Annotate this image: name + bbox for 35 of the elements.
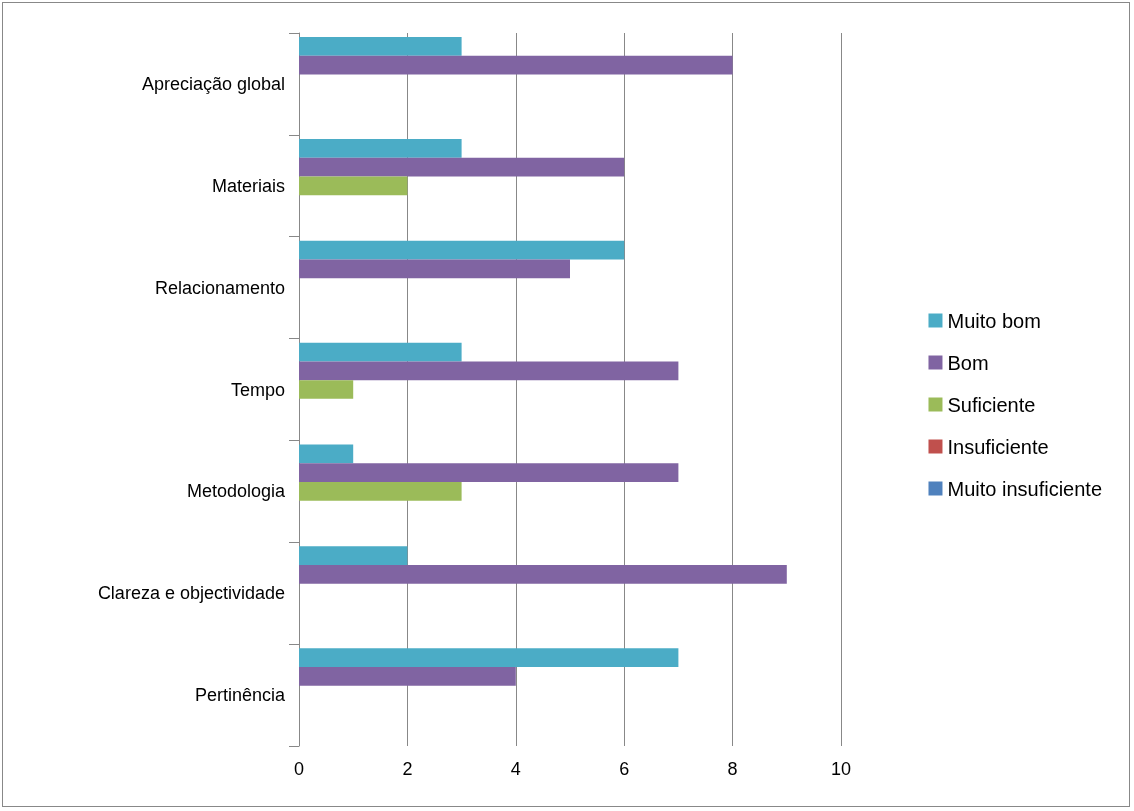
y-tick-label: Materiais (211, 175, 285, 196)
bar (299, 361, 679, 381)
bar (299, 37, 462, 56)
legend-label: Bom (947, 351, 989, 374)
y-tick-label: Tempo (230, 379, 285, 400)
legend-label: Muito bom (947, 309, 1041, 332)
y-tick-label: Metodologia (186, 481, 286, 502)
bar (299, 444, 354, 464)
bar (299, 546, 408, 566)
y-tick-label: Clareza e objectividade (97, 583, 285, 604)
bar (299, 138, 462, 158)
bar (299, 157, 625, 177)
bar (299, 342, 462, 362)
bar (299, 380, 354, 399)
legend-label: Suficiente (947, 393, 1036, 416)
x-tick-label: 2 (402, 759, 413, 779)
bar (299, 565, 787, 584)
bar (299, 259, 570, 279)
x-tick-label: 0 (293, 759, 305, 779)
y-tick-label: Apreciação global (141, 73, 285, 94)
bar (299, 240, 625, 260)
bar (299, 176, 408, 196)
bar (299, 666, 516, 686)
bar (299, 481, 462, 501)
legend-label: Muito insuficiente (947, 477, 1103, 500)
y-tick-label: Relacionamento (154, 277, 285, 298)
bar (299, 648, 679, 667)
x-tick-label: 10 (830, 759, 852, 779)
x-tick-label: 8 (727, 759, 738, 779)
y-tick-label: Pertinência (194, 685, 286, 706)
x-tick-label: 6 (619, 759, 630, 779)
bar (299, 55, 733, 75)
x-tick-label: 4 (510, 759, 521, 779)
legend-label: Insuficiente (947, 435, 1049, 458)
bar (299, 463, 679, 482)
